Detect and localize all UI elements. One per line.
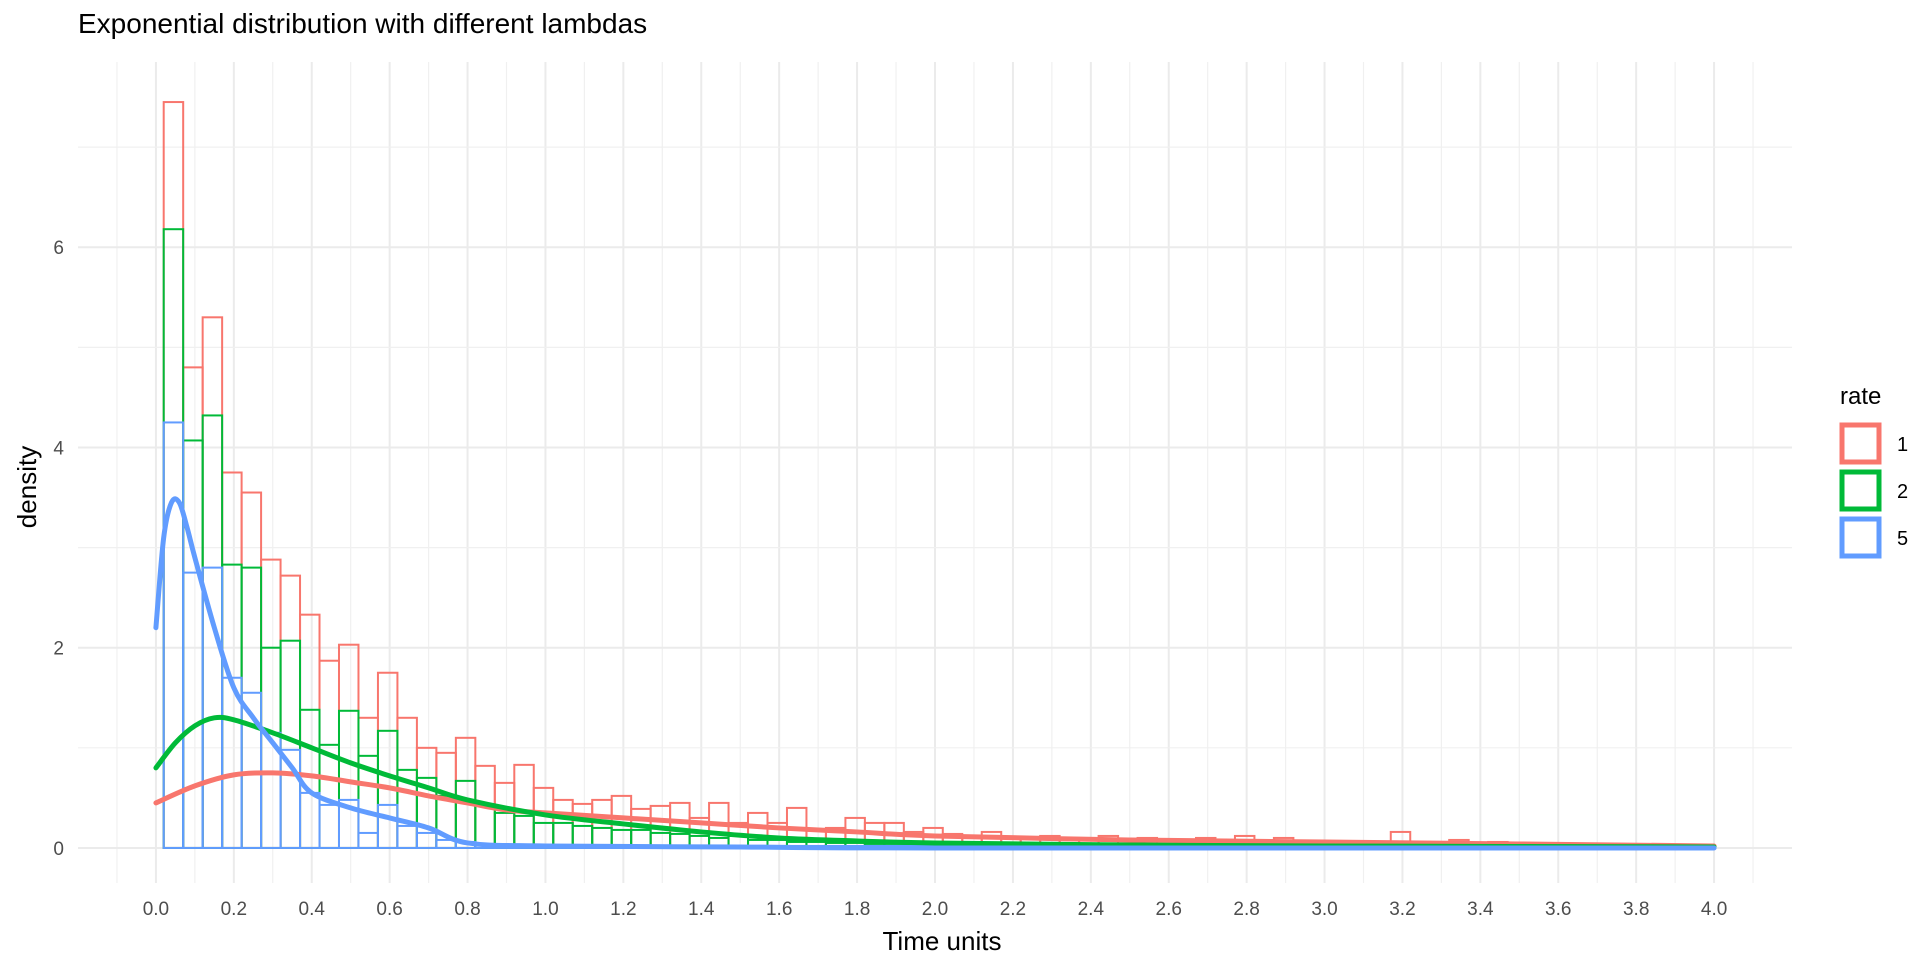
y-axis: 0 2 4 6 — [53, 238, 64, 860]
x-tick-label: 2.6 — [1156, 899, 1182, 920]
x-axis-title: Time units — [883, 926, 1002, 956]
histogram-bar-rate-5 — [299, 791, 321, 849]
histogram-bar-rate-2 — [474, 803, 496, 849]
histogram-bar-rate-5 — [357, 831, 379, 849]
histogram-bar-rate-5 — [337, 798, 360, 849]
legend-key-rate-5 — [1839, 516, 1882, 559]
x-tick-label: 0.4 — [299, 899, 326, 920]
histogram-bars — [162, 101, 1704, 849]
density-curve-rate-2 — [153, 714, 1717, 850]
histogram-bar-rate-5 — [221, 676, 243, 849]
legend-label-rate-2: 2 — [1897, 481, 1908, 503]
x-tick-label: 0.6 — [376, 899, 402, 920]
histogram-bar-rate-1 — [182, 366, 204, 849]
histogram-bar-rate-2 — [454, 779, 477, 849]
legend-title: rate — [1840, 383, 1881, 410]
x-tick-label: 2.4 — [1078, 899, 1105, 920]
histogram-bar-rate-5 — [182, 571, 204, 849]
density-curves — [153, 496, 1717, 851]
histogram-bar-rate-1 — [669, 801, 691, 849]
histogram-bar-rate-1 — [279, 574, 302, 849]
y-tick-label: 2 — [53, 639, 64, 660]
histogram-bar-rate-1 — [201, 316, 224, 849]
histogram-bar-rate-5 — [376, 803, 399, 849]
y-tick-label: 4 — [53, 438, 64, 459]
x-tick-label: 1.4 — [688, 899, 715, 920]
histogram-bar-rate-5 — [201, 566, 224, 849]
x-tick-label: 0.8 — [454, 899, 480, 920]
histogram-bar-rate-2 — [221, 563, 243, 849]
histogram-bar-rate-1 — [337, 643, 360, 849]
x-tick-label: 2.2 — [1000, 899, 1026, 920]
x-tick-label: 0.2 — [221, 899, 247, 920]
histogram-bar-rate-1 — [493, 781, 516, 849]
histogram-bar-rate-5 — [318, 803, 340, 849]
x-tick-label: 1.8 — [844, 899, 870, 920]
x-tick-label: 4.0 — [1701, 899, 1727, 920]
x-tick-label: 3.6 — [1545, 899, 1571, 920]
histogram-bar-rate-1 — [260, 558, 282, 849]
histogram-bar-rate-1 — [513, 763, 535, 849]
x-tick-label: 1.0 — [532, 899, 558, 920]
chart-title: Exponential distribution with different … — [78, 8, 648, 39]
y-tick-label: 0 — [53, 839, 64, 860]
y-tick-label: 6 — [53, 238, 64, 259]
histogram-bar-rate-5 — [162, 421, 185, 849]
x-tick-label: 3.4 — [1467, 899, 1494, 920]
legend-label-rate-5: 5 — [1897, 528, 1908, 550]
x-tick-label: 2.8 — [1233, 899, 1259, 920]
legend-label-rate-1: 1 — [1897, 434, 1908, 456]
histogram-bar-rate-2 — [493, 811, 516, 849]
histogram-bar-rate-1 — [454, 736, 477, 849]
histogram-bar-rate-1 — [747, 811, 769, 849]
x-tick-label: 3.0 — [1311, 899, 1337, 920]
y-axis-title: density — [12, 446, 42, 528]
histogram-bar-rate-1 — [552, 798, 574, 849]
x-tick-label: 0.0 — [143, 899, 169, 920]
legend-key-rate-1 — [1839, 422, 1882, 465]
histogram-bar-rate-5 — [415, 831, 438, 849]
x-tick-label: 3.2 — [1389, 899, 1415, 920]
grid — [78, 62, 1792, 883]
histogram-bar-rate-1 — [240, 491, 263, 849]
density-curve-rate-5 — [153, 496, 1717, 851]
x-tick-label: 1.2 — [610, 899, 636, 920]
histogram-bar-rate-5 — [396, 824, 418, 849]
x-tick-label: 2.0 — [922, 899, 948, 920]
legend-key-rate-2 — [1839, 469, 1882, 512]
x-tick-label: 3.8 — [1623, 899, 1649, 920]
histogram-bar-rate-1 — [299, 613, 321, 849]
x-tick-label: 1.6 — [766, 899, 792, 920]
legend: rate 1 2 5 — [1839, 383, 1908, 559]
x-axis: 0.0 0.2 0.4 0.6 0.8 1.0 1.2 1.4 1.6 1.8 2.0 2.2 2.4 2… — [143, 899, 1728, 920]
